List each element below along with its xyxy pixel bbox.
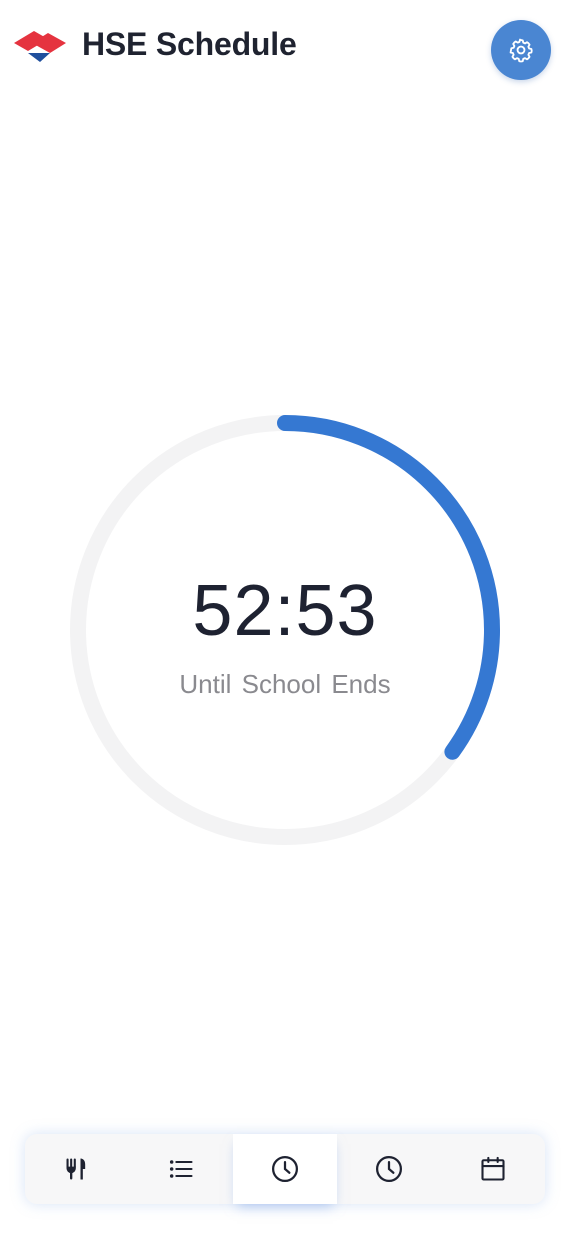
clock-icon bbox=[374, 1154, 404, 1184]
nav-schedule-list[interactable] bbox=[129, 1134, 233, 1204]
clock-icon bbox=[270, 1154, 300, 1184]
bottom-nav bbox=[25, 1134, 545, 1204]
nav-bell-times[interactable] bbox=[337, 1134, 441, 1204]
countdown-timer: 52:53 Until School Ends bbox=[70, 415, 500, 845]
utensils-icon bbox=[63, 1155, 91, 1183]
hse-logo-icon bbox=[12, 29, 68, 65]
progress-arc bbox=[70, 415, 500, 845]
app-header: HSE Schedule bbox=[0, 0, 570, 96]
calendar-icon bbox=[479, 1155, 507, 1183]
list-icon bbox=[166, 1155, 196, 1183]
app-title: HSE Schedule bbox=[82, 26, 297, 62]
countdown-time: 52:53 bbox=[192, 571, 378, 651]
progress-ring bbox=[70, 415, 500, 845]
settings-button[interactable] bbox=[491, 20, 551, 80]
nav-calendar[interactable] bbox=[441, 1134, 545, 1204]
countdown-label: Until School Ends bbox=[179, 669, 391, 699]
gear-icon bbox=[508, 37, 534, 63]
nav-lunch[interactable] bbox=[25, 1134, 129, 1204]
nav-countdown[interactable] bbox=[233, 1134, 337, 1204]
